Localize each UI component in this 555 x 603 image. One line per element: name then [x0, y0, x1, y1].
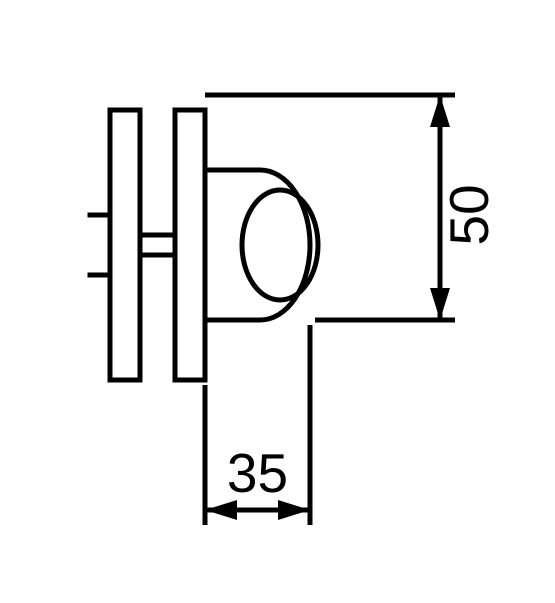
dimension-35: 35 — [205, 325, 310, 525]
arrowhead-down-icon — [430, 288, 450, 320]
stub — [90, 215, 110, 275]
dimension-50-label: 50 — [438, 184, 500, 245]
arrowhead-up-icon — [430, 95, 450, 127]
technical-drawing: 50 35 — [0, 0, 555, 603]
knob-face-ellipse — [242, 190, 318, 300]
hardware-profile — [90, 110, 318, 380]
dimension-35-label: 35 — [227, 442, 288, 504]
plate-1 — [110, 110, 140, 380]
plate-2 — [175, 110, 205, 380]
